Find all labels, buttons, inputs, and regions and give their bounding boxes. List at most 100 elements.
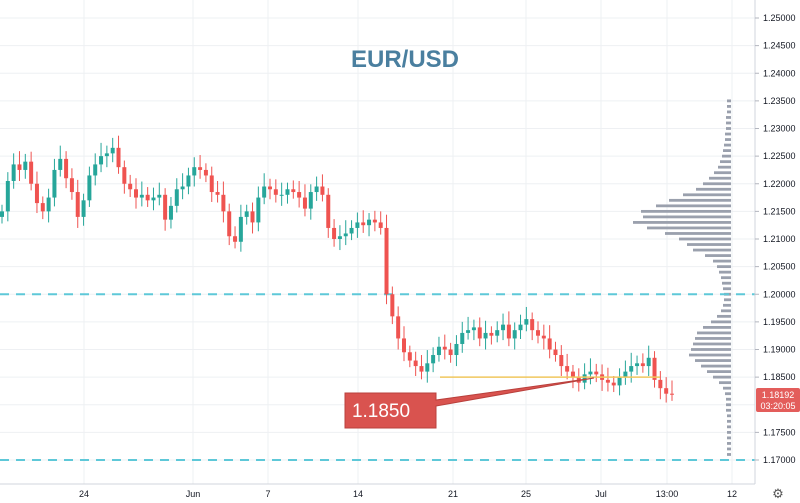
candle-body [34, 183, 39, 204]
candle-body [413, 360, 418, 367]
price-tick-label: 1.23500 [763, 96, 796, 106]
volume-bar [701, 364, 731, 368]
volume-bar [713, 259, 731, 263]
volume-bar [647, 226, 731, 230]
time-tick-label: 13:00 [656, 489, 679, 499]
candle-body [227, 211, 232, 237]
candle-body [64, 158, 69, 179]
volume-bar [633, 221, 731, 224]
candle-body [396, 316, 401, 339]
volume-bar [725, 138, 731, 141]
volume-bar [665, 232, 731, 235]
candle-body [110, 147, 115, 154]
candle-body [221, 194, 226, 212]
candle-body [436, 346, 441, 356]
volume-bar [705, 254, 731, 257]
price-tick-label: 1.21500 [763, 206, 796, 216]
volume-bar [718, 165, 731, 169]
candle-body [553, 349, 558, 356]
volume-bar [643, 215, 731, 219]
volume-bar [726, 116, 731, 119]
candle-body [40, 203, 45, 212]
volume-bar [695, 359, 731, 362]
candle-body [343, 233, 348, 237]
candle-body [198, 167, 203, 170]
volume-bar [656, 204, 731, 208]
candle-body [541, 335, 546, 339]
candle-body [570, 371, 575, 378]
candle-body [466, 330, 471, 333]
candle-body [134, 189, 138, 198]
candle-body [559, 355, 564, 367]
candle-body [448, 349, 453, 356]
candle-body [652, 357, 657, 380]
volume-bar [691, 348, 731, 351]
candle-body [506, 324, 511, 339]
candle-body [547, 338, 552, 350]
volume-bar [695, 337, 731, 340]
candle-body [273, 189, 278, 195]
volume-bar [727, 105, 731, 108]
volume-bar [683, 193, 731, 197]
gear-icon[interactable]: ⚙ [772, 487, 784, 502]
candle-body [629, 366, 634, 372]
candle-body [664, 388, 669, 394]
volume-bar [727, 99, 731, 103]
price-tick-label: 1.17000 [763, 455, 796, 465]
volume-bar [725, 132, 731, 136]
volume-bar [724, 143, 731, 147]
volume-bar [714, 171, 731, 175]
candle-body [99, 156, 104, 165]
candle-body [419, 366, 424, 372]
volume-bar [719, 270, 731, 274]
volume-bar [693, 342, 731, 346]
candle-body [425, 363, 430, 372]
volume-bar [727, 442, 731, 445]
candle-body [297, 192, 302, 198]
annotation: 1.1850 [344, 376, 660, 429]
time-tick-label: 24 [79, 489, 89, 499]
volume-bar [687, 243, 731, 246]
volume-bar [720, 160, 731, 164]
candle-body [5, 180, 10, 212]
volume-bar [723, 287, 731, 291]
candle-body [442, 346, 447, 350]
volume-bar [727, 430, 731, 434]
volume-bar [689, 353, 731, 357]
price-tick-label: 1.19000 [763, 345, 796, 355]
volume-bar [722, 281, 731, 285]
time-axis[interactable]: 24 Jun 7 14 21 25 Jul 13:00 12 [79, 489, 737, 499]
candle-body [268, 186, 272, 190]
candle-body [215, 192, 220, 195]
price-axis[interactable]: 1.25000 1.24500 1.24000 1.23500 1.23000 1.225… [755, 13, 796, 465]
volume-bar [711, 320, 731, 324]
volume-bar [726, 403, 731, 407]
candle-body [349, 227, 354, 234]
volume-bar [696, 187, 731, 191]
candle-body [483, 332, 488, 339]
candle-body [489, 332, 494, 336]
candle-body [75, 192, 80, 217]
price-tick-label: 1.19500 [763, 317, 796, 327]
candle-body [658, 379, 663, 389]
candle-body [23, 161, 28, 170]
candle-body [279, 194, 284, 196]
time-tick-label: 12 [727, 489, 737, 499]
volume-bar [726, 121, 731, 125]
chart-title: EUR/USD [351, 46, 459, 73]
volume-bar [727, 419, 731, 423]
volume-bar [727, 414, 731, 418]
candle-body [646, 357, 651, 367]
candle-body [431, 355, 436, 364]
candle-body [203, 169, 208, 176]
candle-body [501, 324, 506, 331]
price-tick-label: 1.24000 [763, 68, 796, 78]
candle-body [617, 377, 622, 386]
candle-body [477, 327, 482, 339]
candle-body [530, 319, 535, 331]
candle-body [355, 222, 360, 228]
candle-body [0, 211, 4, 217]
time-tick-label: Jul [595, 489, 607, 499]
candle-body [17, 164, 22, 170]
